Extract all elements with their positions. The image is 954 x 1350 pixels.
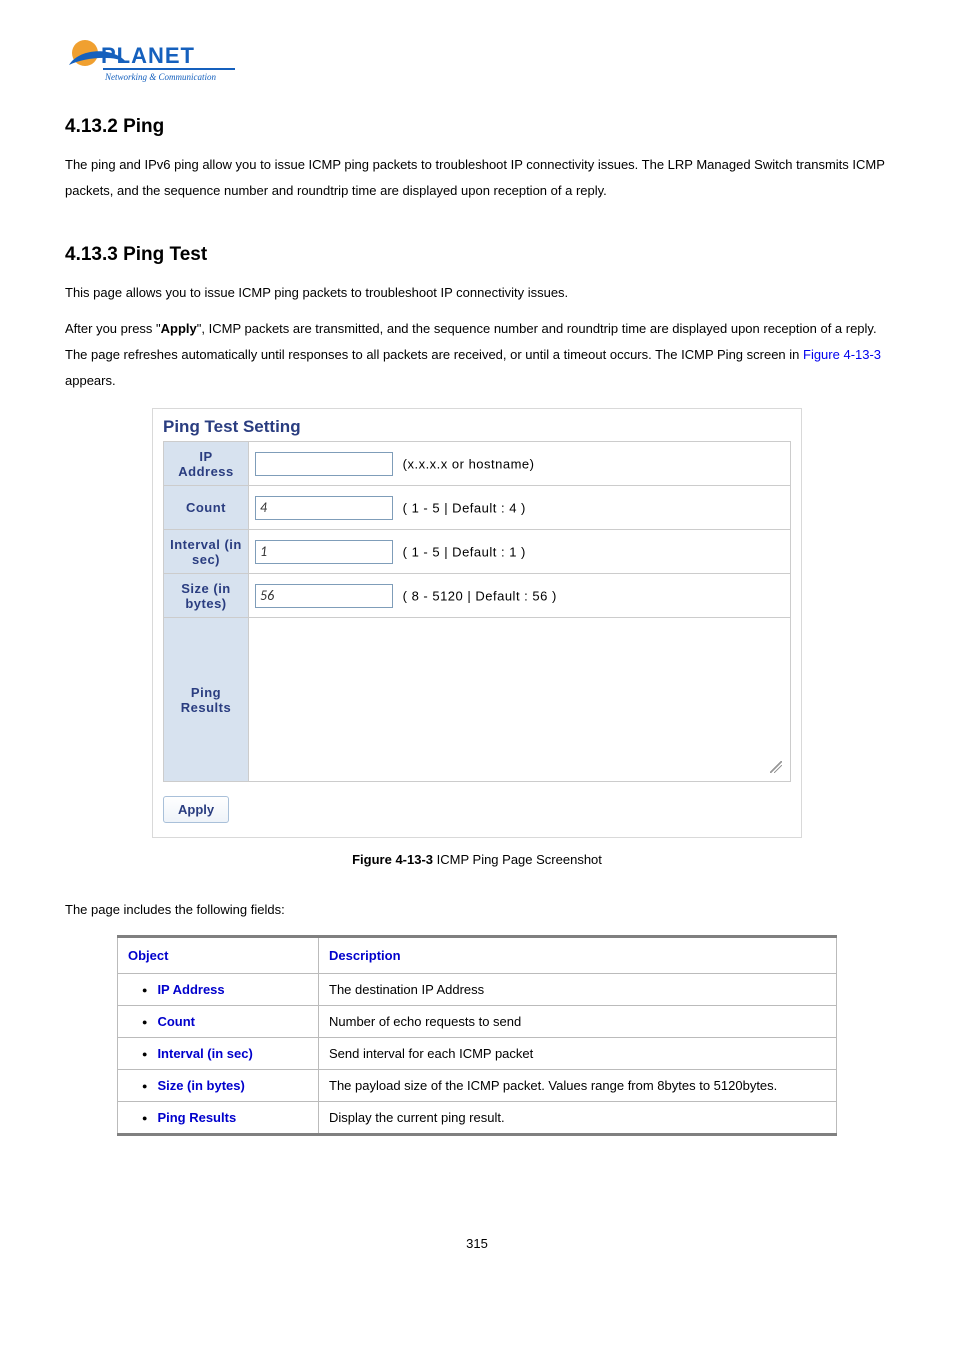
hint-size: ( 8 - 5120 | Default : 56 ) <box>403 588 557 603</box>
text-bold-apply: Apply <box>161 321 197 336</box>
section-body-ping-test-2: After you press "Apply", ICMP packets ar… <box>65 316 889 394</box>
label-ip-address: IP Address <box>164 442 249 486</box>
object-name: Ping Results <box>157 1110 236 1125</box>
object-name: Interval (in sec) <box>157 1046 252 1061</box>
label-ping-results: Ping Results <box>164 618 249 782</box>
description-cell: Display the current ping result. <box>319 1102 837 1135</box>
ip-address-input[interactable] <box>255 452 393 476</box>
ping-test-screenshot: Ping Test Setting IP Address (x.x.x.x or… <box>152 408 802 867</box>
logo-tagline-text: Networking & Communication <box>104 72 216 82</box>
size-input[interactable] <box>255 584 393 608</box>
object-name: Count <box>157 1014 195 1029</box>
row-ping-results: Ping Results <box>164 618 791 782</box>
figure-caption: Figure 4-13-3 ICMP Ping Page Screenshot <box>152 852 802 867</box>
interval-input[interactable] <box>255 540 393 564</box>
hint-count: ( 1 - 5 | Default : 4 ) <box>403 500 526 515</box>
text-fragment: appears. <box>65 373 116 388</box>
ping-test-table: IP Address (x.x.x.x or hostname) Count (… <box>163 441 791 782</box>
section-heading-ping: 4.13.2 Ping <box>65 116 889 138</box>
ping-test-panel: Ping Test Setting IP Address (x.x.x.x or… <box>152 408 802 838</box>
object-name: IP Address <box>157 982 224 997</box>
description-cell: Number of echo requests to send <box>319 1006 837 1038</box>
planet-logo-svg: PLANET Networking & Communication <box>65 35 235 91</box>
table-row: Interval (in sec) Send interval for each… <box>118 1038 837 1070</box>
count-input[interactable] <box>255 496 393 520</box>
caption-rest: ICMP Ping Page Screenshot <box>433 852 602 867</box>
row-ip-address: IP Address (x.x.x.x or hostname) <box>164 442 791 486</box>
row-interval: Interval (in sec) ( 1 - 5 | Default : 1 … <box>164 530 791 574</box>
caption-bold: Figure 4-13-3 <box>352 852 433 867</box>
label-interval: Interval (in sec) <box>164 530 249 574</box>
table-header-row: Object Description <box>118 937 837 974</box>
description-cell: The payload size of the ICMP packet. Val… <box>319 1070 837 1102</box>
object-cell: Interval (in sec) <box>118 1038 319 1070</box>
fields-intro-text: The page includes the following fields: <box>65 897 889 923</box>
object-cell: Size (in bytes) <box>118 1070 319 1102</box>
section-body-ping-test-1: This page allows you to issue ICMP ping … <box>65 280 889 306</box>
ping-results-textarea[interactable] <box>255 625 784 775</box>
table-row: IP Address The destination IP Address <box>118 974 837 1006</box>
apply-button[interactable]: Apply <box>163 796 229 823</box>
col-header-description: Description <box>319 937 837 974</box>
object-name: Size (in bytes) <box>157 1078 244 1093</box>
logo-brand-text: PLANET <box>101 43 195 68</box>
table-row: Size (in bytes) The payload size of the … <box>118 1070 837 1102</box>
label-size: Size (in bytes) <box>164 574 249 618</box>
table-row: Count Number of echo requests to send <box>118 1006 837 1038</box>
table-row: Ping Results Display the current ping re… <box>118 1102 837 1135</box>
description-cell: Send interval for each ICMP packet <box>319 1038 837 1070</box>
fields-description-table: Object Description IP Address The destin… <box>117 935 837 1136</box>
object-cell: Ping Results <box>118 1102 319 1135</box>
document-page: PLANET Networking & Communication 4.13.2… <box>0 0 954 1301</box>
brand-logo: PLANET Networking & Communication <box>65 35 889 96</box>
figure-ref-link: Figure 4-13-3 <box>803 347 881 362</box>
label-count: Count <box>164 486 249 530</box>
object-cell: Count <box>118 1006 319 1038</box>
section-body-ping: The ping and IPv6 ping allow you to issu… <box>65 152 889 204</box>
row-count: Count ( 1 - 5 | Default : 4 ) <box>164 486 791 530</box>
description-cell: The destination IP Address <box>319 974 837 1006</box>
hint-ip-address: (x.x.x.x or hostname) <box>403 456 535 471</box>
section-heading-ping-test: 4.13.3 Ping Test <box>65 244 889 266</box>
object-cell: IP Address <box>118 974 319 1006</box>
page-number: 315 <box>65 1236 889 1251</box>
panel-title: Ping Test Setting <box>163 417 791 437</box>
text-fragment: After you press " <box>65 321 161 336</box>
row-size: Size (in bytes) ( 8 - 5120 | Default : 5… <box>164 574 791 618</box>
col-header-object: Object <box>118 937 319 974</box>
hint-interval: ( 1 - 5 | Default : 1 ) <box>403 544 526 559</box>
